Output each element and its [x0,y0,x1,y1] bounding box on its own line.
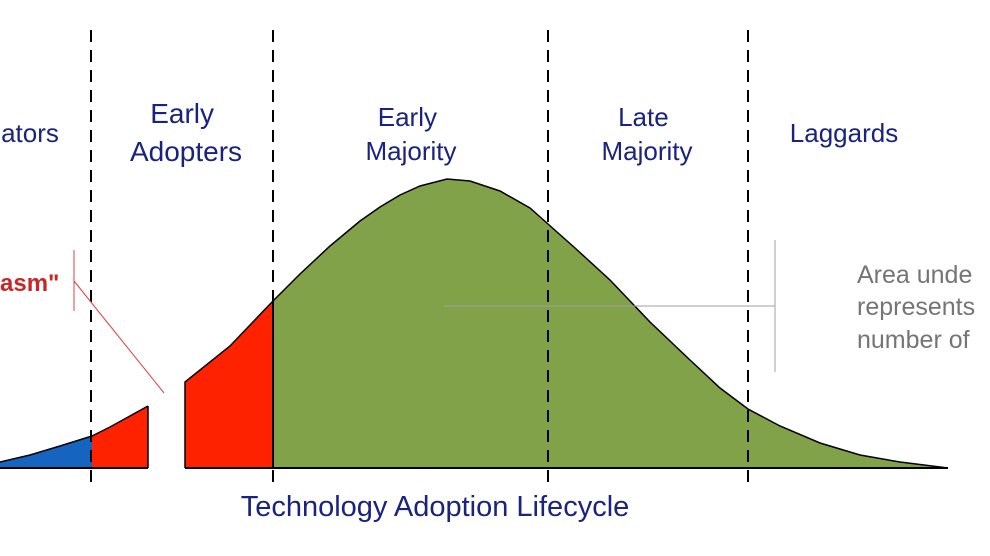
area-note: Area unde represents number of [857,261,982,354]
segment-label-late-majority: Late Majority [601,102,692,166]
segment-label-early-adopters: Early Adopters [130,98,242,167]
diagram-caption: Technology Adoption Lifecycle [241,491,630,523]
chasm-label: asm" [0,270,59,297]
majority-region [273,179,948,468]
early-adopters-region-left [92,406,148,468]
segment-label-early-majority: Early Majority [365,102,456,166]
segment-label-laggards: Laggards [790,118,898,148]
segment-label-innovators: ators [1,118,59,148]
early-adopters-region-right [185,301,273,468]
innovators-region [0,436,92,468]
chasm-pointer [73,280,165,394]
adoption-curve-outline [0,178,949,469]
